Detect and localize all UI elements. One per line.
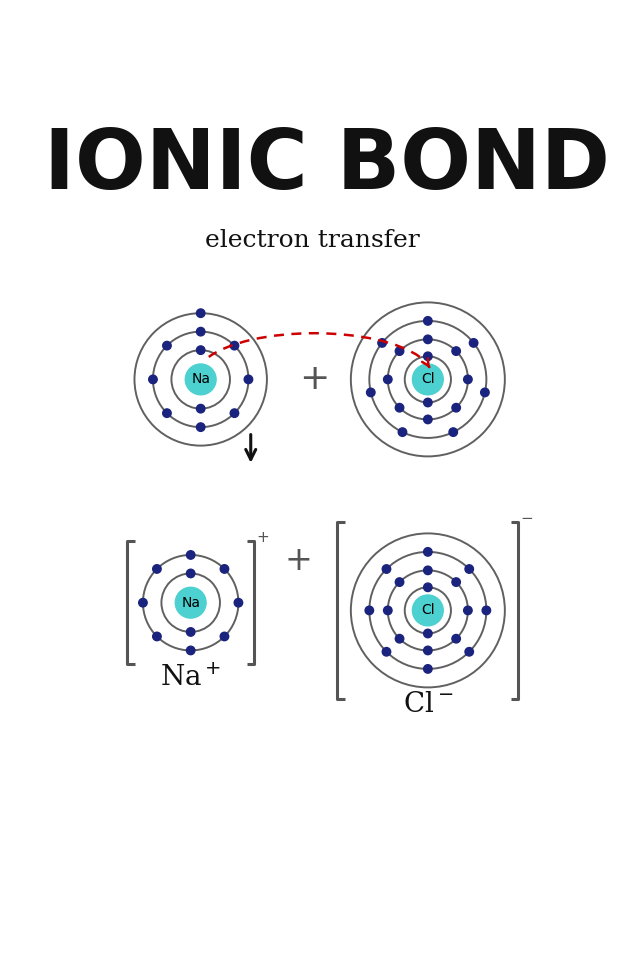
Circle shape bbox=[398, 428, 406, 436]
Text: Na$^+$: Na$^+$ bbox=[160, 664, 221, 692]
Circle shape bbox=[464, 375, 472, 383]
Circle shape bbox=[152, 564, 161, 573]
Circle shape bbox=[152, 632, 161, 641]
Circle shape bbox=[424, 335, 432, 344]
Circle shape bbox=[396, 634, 404, 643]
Text: +: + bbox=[299, 363, 329, 396]
Circle shape bbox=[424, 583, 432, 592]
Circle shape bbox=[382, 648, 390, 656]
Circle shape bbox=[186, 646, 195, 655]
Circle shape bbox=[186, 551, 195, 560]
Circle shape bbox=[465, 564, 473, 573]
Circle shape bbox=[470, 339, 478, 347]
Circle shape bbox=[449, 428, 457, 436]
Circle shape bbox=[396, 347, 404, 356]
Circle shape bbox=[383, 607, 392, 614]
Circle shape bbox=[197, 405, 205, 413]
Circle shape bbox=[197, 346, 205, 355]
Circle shape bbox=[186, 628, 195, 636]
Circle shape bbox=[230, 409, 239, 417]
Circle shape bbox=[383, 375, 392, 383]
Circle shape bbox=[220, 564, 228, 573]
Circle shape bbox=[149, 375, 157, 383]
Circle shape bbox=[452, 634, 461, 643]
Circle shape bbox=[186, 569, 195, 577]
Circle shape bbox=[424, 398, 432, 407]
Circle shape bbox=[452, 347, 461, 356]
Circle shape bbox=[367, 388, 375, 397]
Circle shape bbox=[163, 341, 171, 350]
Text: +: + bbox=[285, 544, 313, 577]
Text: IONIC BOND: IONIC BOND bbox=[44, 125, 610, 207]
Circle shape bbox=[396, 578, 404, 586]
Circle shape bbox=[244, 375, 253, 383]
Circle shape bbox=[220, 632, 228, 641]
Circle shape bbox=[424, 646, 432, 655]
Circle shape bbox=[197, 423, 205, 431]
Circle shape bbox=[424, 566, 432, 574]
Circle shape bbox=[378, 339, 387, 347]
Circle shape bbox=[396, 404, 404, 412]
Circle shape bbox=[412, 364, 443, 395]
Text: Cl: Cl bbox=[421, 604, 434, 617]
Circle shape bbox=[163, 409, 171, 417]
Circle shape bbox=[230, 341, 239, 350]
Text: electron transfer: electron transfer bbox=[205, 229, 420, 252]
Text: Cl$^-$: Cl$^-$ bbox=[403, 691, 453, 717]
Circle shape bbox=[412, 595, 443, 626]
Text: +: + bbox=[256, 530, 269, 545]
Circle shape bbox=[452, 404, 461, 412]
Circle shape bbox=[424, 548, 432, 556]
Circle shape bbox=[480, 388, 489, 397]
Circle shape bbox=[424, 664, 432, 673]
Text: Na: Na bbox=[181, 596, 200, 610]
Text: Cl: Cl bbox=[421, 372, 434, 386]
Circle shape bbox=[382, 564, 390, 573]
Circle shape bbox=[138, 599, 147, 607]
Circle shape bbox=[424, 317, 432, 325]
Circle shape bbox=[482, 607, 491, 614]
Circle shape bbox=[464, 607, 472, 614]
Circle shape bbox=[197, 309, 205, 318]
Circle shape bbox=[185, 364, 216, 395]
Circle shape bbox=[424, 629, 432, 638]
Circle shape bbox=[424, 416, 432, 423]
Circle shape bbox=[365, 607, 374, 614]
Text: Na: Na bbox=[191, 372, 210, 386]
Circle shape bbox=[452, 578, 461, 586]
Circle shape bbox=[424, 352, 432, 361]
Text: −: − bbox=[521, 511, 533, 525]
Circle shape bbox=[175, 587, 206, 618]
Circle shape bbox=[197, 327, 205, 336]
Circle shape bbox=[234, 599, 242, 607]
Circle shape bbox=[465, 648, 473, 656]
